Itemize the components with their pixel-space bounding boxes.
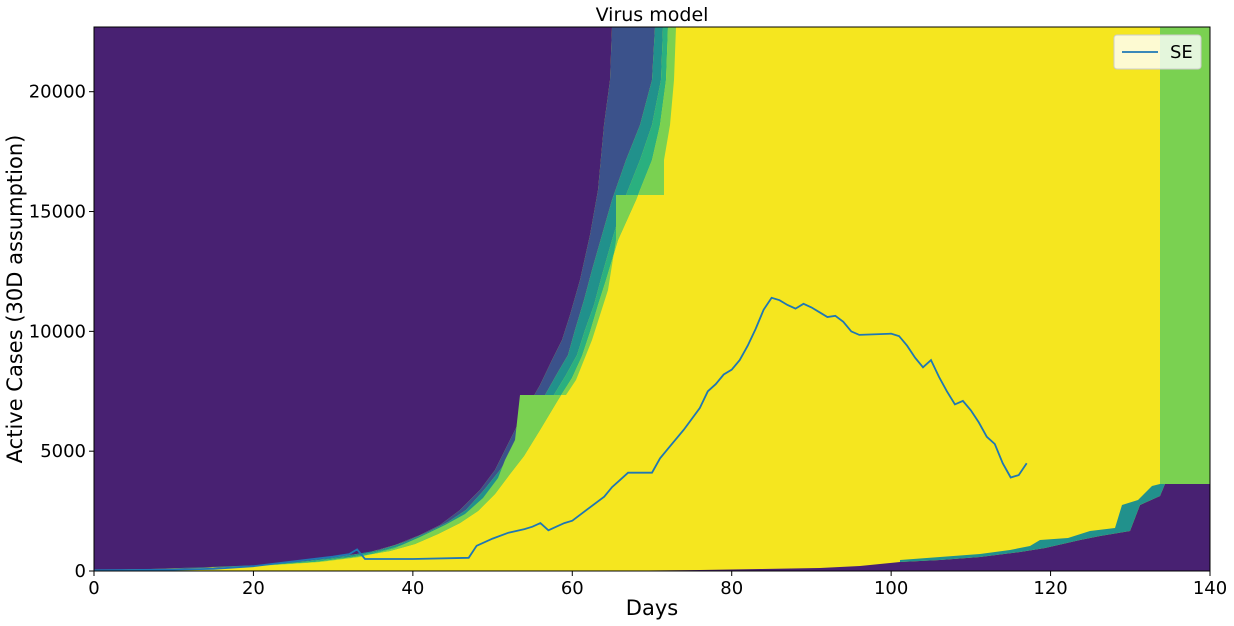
chart-title: Virus model	[596, 4, 709, 26]
series-layer	[94, 296, 1028, 571]
heatmap-background	[94, 27, 1210, 571]
heatmap-lower-purple	[600, 484, 1210, 571]
x-tick-label: 0	[88, 578, 99, 599]
y-tick-label: 0	[75, 561, 86, 582]
legend-label-se: SE	[1170, 42, 1193, 63]
legend: SE	[1113, 34, 1202, 70]
y-tick-label: 10000	[29, 321, 86, 342]
x-axis-label: Days	[626, 596, 678, 620]
series-line-se	[94, 296, 1028, 571]
y-tick-label: 5000	[40, 441, 86, 462]
y-axis-label: Active Cases (30D assumption)	[3, 135, 27, 464]
x-tick-label: 80	[720, 578, 743, 599]
y-axis-ticks: 0 5000 10000 15000 20000	[29, 82, 94, 582]
x-axis-ticks: 0 20 40 60 80 100 120 140	[88, 571, 1227, 599]
x-tick-label: 60	[561, 578, 584, 599]
y-tick-label: 15000	[29, 202, 86, 223]
plot-frame	[93, 26, 1211, 572]
heatmap-upper-purple	[94, 27, 612, 570]
y-tick-label: 20000	[29, 82, 86, 103]
x-tick-label: 20	[242, 578, 265, 599]
heatmap-right-green	[1160, 27, 1210, 484]
x-tick-label: 140	[1193, 578, 1227, 599]
x-tick-label: 120	[1033, 578, 1067, 599]
x-tick-label: 100	[874, 578, 908, 599]
heatmap-lower-band	[900, 484, 1165, 562]
x-tick-label: 40	[401, 578, 424, 599]
